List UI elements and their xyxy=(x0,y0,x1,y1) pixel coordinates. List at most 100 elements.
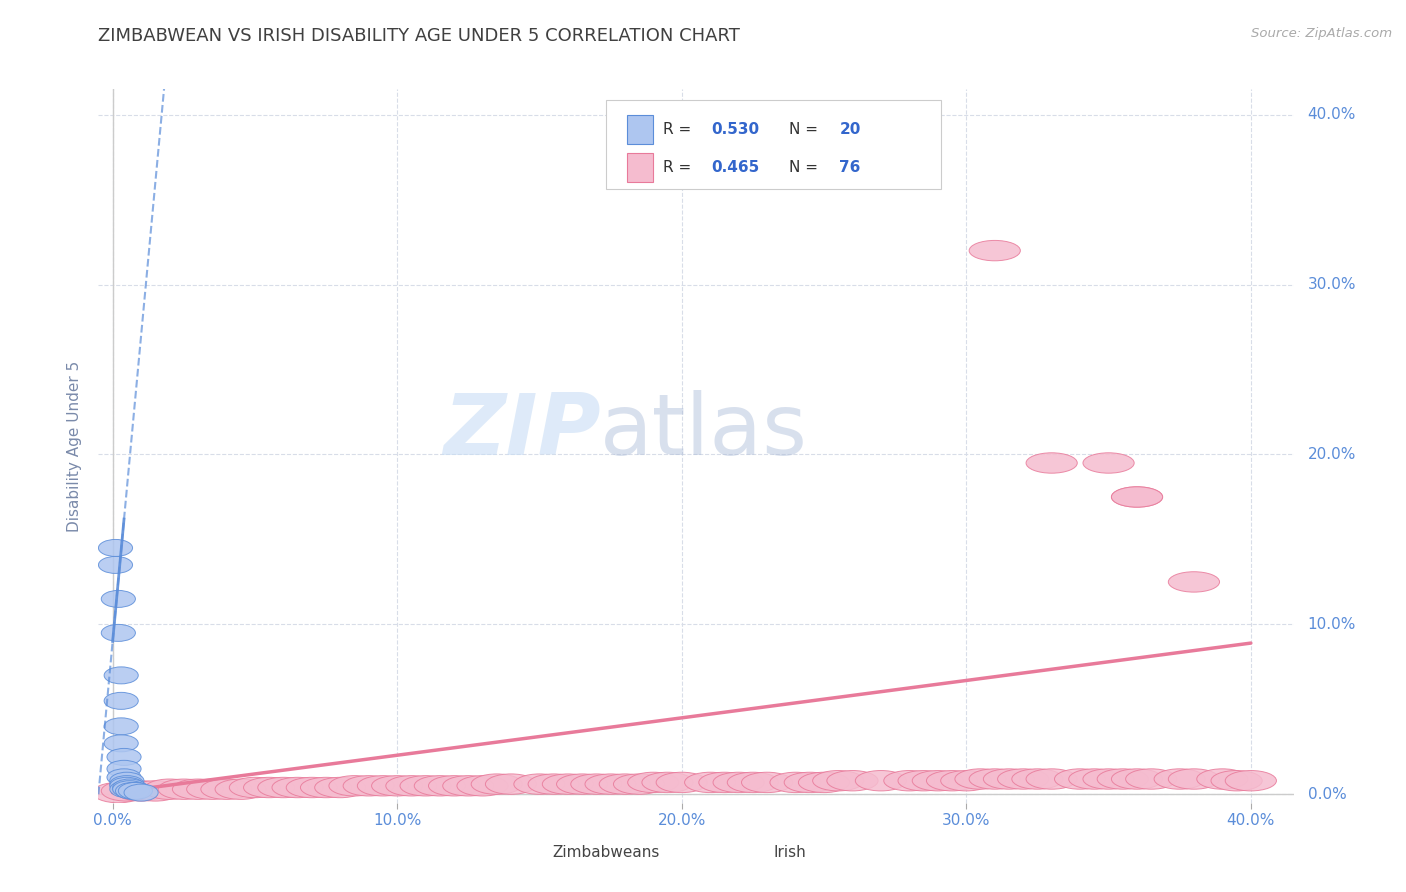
Ellipse shape xyxy=(129,780,181,801)
Ellipse shape xyxy=(471,774,523,794)
Text: ZIP: ZIP xyxy=(443,390,600,474)
Ellipse shape xyxy=(685,772,735,793)
Ellipse shape xyxy=(1111,487,1163,508)
Text: ZIMBABWEAN VS IRISH DISABILITY AGE UNDER 5 CORRELATION CHART: ZIMBABWEAN VS IRISH DISABILITY AGE UNDER… xyxy=(98,27,741,45)
Ellipse shape xyxy=(799,772,849,793)
Ellipse shape xyxy=(1083,453,1135,473)
Text: 0.530: 0.530 xyxy=(711,122,759,137)
FancyBboxPatch shape xyxy=(606,100,941,189)
Ellipse shape xyxy=(699,772,749,793)
Ellipse shape xyxy=(1126,769,1177,789)
Ellipse shape xyxy=(1026,769,1077,789)
Ellipse shape xyxy=(613,774,665,794)
Ellipse shape xyxy=(104,667,138,684)
Ellipse shape xyxy=(343,776,394,796)
Ellipse shape xyxy=(571,774,621,794)
Ellipse shape xyxy=(969,241,1021,260)
Text: N =: N = xyxy=(789,122,823,137)
Ellipse shape xyxy=(104,692,138,709)
Ellipse shape xyxy=(1211,771,1263,791)
Ellipse shape xyxy=(713,772,765,793)
Ellipse shape xyxy=(513,774,565,794)
Ellipse shape xyxy=(557,774,607,794)
Ellipse shape xyxy=(112,780,146,797)
Ellipse shape xyxy=(1012,769,1063,789)
Text: Source: ZipAtlas.com: Source: ZipAtlas.com xyxy=(1251,27,1392,40)
Ellipse shape xyxy=(941,771,991,791)
Text: R =: R = xyxy=(662,122,696,137)
Ellipse shape xyxy=(101,624,135,641)
Ellipse shape xyxy=(485,774,537,794)
Ellipse shape xyxy=(107,748,141,765)
Text: N =: N = xyxy=(789,160,823,175)
Ellipse shape xyxy=(110,776,143,793)
Ellipse shape xyxy=(827,771,879,791)
Ellipse shape xyxy=(657,772,707,793)
Ellipse shape xyxy=(443,776,494,796)
Ellipse shape xyxy=(785,772,835,793)
FancyBboxPatch shape xyxy=(627,153,652,182)
Ellipse shape xyxy=(1225,771,1277,791)
Ellipse shape xyxy=(104,718,138,735)
Ellipse shape xyxy=(727,772,779,793)
Ellipse shape xyxy=(93,782,143,803)
Ellipse shape xyxy=(243,777,295,797)
Ellipse shape xyxy=(124,784,159,801)
Ellipse shape xyxy=(1026,453,1077,473)
Ellipse shape xyxy=(898,771,949,791)
Text: 20: 20 xyxy=(839,122,860,137)
Ellipse shape xyxy=(585,774,637,794)
Ellipse shape xyxy=(98,540,132,557)
Ellipse shape xyxy=(543,774,593,794)
FancyBboxPatch shape xyxy=(738,838,763,865)
Ellipse shape xyxy=(1083,769,1135,789)
Ellipse shape xyxy=(371,776,423,796)
Ellipse shape xyxy=(173,779,224,799)
Ellipse shape xyxy=(998,769,1049,789)
Ellipse shape xyxy=(112,779,146,796)
Ellipse shape xyxy=(357,776,409,796)
Ellipse shape xyxy=(107,760,141,777)
Ellipse shape xyxy=(159,779,209,799)
Ellipse shape xyxy=(301,777,352,797)
Ellipse shape xyxy=(643,772,693,793)
Ellipse shape xyxy=(187,779,238,799)
Text: 20.0%: 20.0% xyxy=(1308,447,1357,462)
FancyBboxPatch shape xyxy=(517,838,543,865)
Text: 0.465: 0.465 xyxy=(711,160,759,175)
Ellipse shape xyxy=(385,776,437,796)
Ellipse shape xyxy=(955,769,1007,789)
Ellipse shape xyxy=(115,780,167,801)
Text: atlas: atlas xyxy=(600,390,808,474)
Ellipse shape xyxy=(429,776,479,796)
Ellipse shape xyxy=(271,777,323,797)
Ellipse shape xyxy=(104,735,138,752)
Ellipse shape xyxy=(1111,769,1163,789)
Ellipse shape xyxy=(101,591,135,607)
Text: 30.0%: 30.0% xyxy=(1308,277,1357,292)
Ellipse shape xyxy=(110,780,143,797)
FancyBboxPatch shape xyxy=(627,115,652,144)
Ellipse shape xyxy=(1197,769,1249,789)
Ellipse shape xyxy=(215,779,266,799)
Ellipse shape xyxy=(983,769,1035,789)
Ellipse shape xyxy=(118,782,152,799)
Ellipse shape xyxy=(401,776,451,796)
Ellipse shape xyxy=(415,776,465,796)
Ellipse shape xyxy=(98,557,132,574)
Ellipse shape xyxy=(855,771,907,791)
Ellipse shape xyxy=(813,771,863,791)
Ellipse shape xyxy=(1054,769,1105,789)
Ellipse shape xyxy=(1168,572,1219,592)
Ellipse shape xyxy=(927,771,977,791)
Ellipse shape xyxy=(1168,769,1219,789)
Ellipse shape xyxy=(110,772,143,789)
Text: 0.0%: 0.0% xyxy=(1308,787,1347,802)
Ellipse shape xyxy=(741,772,793,793)
Ellipse shape xyxy=(1111,487,1163,508)
Ellipse shape xyxy=(1097,769,1149,789)
Text: R =: R = xyxy=(662,160,696,175)
Ellipse shape xyxy=(529,774,579,794)
Ellipse shape xyxy=(287,777,337,797)
Text: 40.0%: 40.0% xyxy=(1308,107,1357,122)
